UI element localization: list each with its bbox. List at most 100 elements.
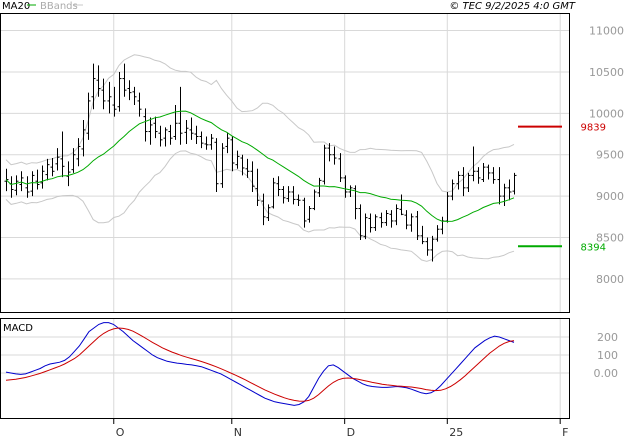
candle: [96, 65, 101, 97]
candle: [368, 213, 373, 233]
price-panel-frame: [0, 13, 570, 313]
candle: [281, 186, 286, 204]
candle: [261, 193, 266, 226]
candle: [19, 171, 24, 192]
candle: [158, 125, 163, 147]
candle: [35, 169, 40, 190]
candle: [312, 189, 317, 211]
macd-panel-label: MACD: [3, 323, 33, 334]
candle: [168, 124, 173, 145]
macd-axis-labels: 200 100 0.00: [594, 331, 619, 380]
candle: [255, 168, 260, 207]
candle: [322, 144, 327, 185]
ma20-line: [5, 110, 515, 222]
price-axis-labels: 8000 8500 9000 9500 10000 10500 11000: [589, 25, 624, 286]
candle: [348, 185, 353, 197]
bbands-legend-label: BBands: [40, 1, 78, 12]
price-gridlines: [1, 30, 569, 280]
candle: [153, 116, 158, 139]
candle: [204, 136, 209, 150]
candle: [91, 63, 96, 110]
candle: [384, 210, 389, 226]
price-tick-label: 11000: [589, 25, 624, 38]
candle: [409, 213, 414, 232]
macd-tick-label: 100: [597, 349, 618, 362]
candle: [379, 212, 384, 228]
candle: [415, 211, 420, 240]
price-levels: 9839 8394: [518, 123, 606, 253]
candle: [163, 127, 168, 147]
candle: [122, 63, 127, 97]
price-tick-label: 9500: [596, 149, 624, 162]
macd-vertical-gridlines: [113, 319, 561, 418]
candle: [132, 86, 137, 106]
candle: [456, 171, 461, 190]
candle: [107, 81, 112, 114]
candle: [40, 165, 45, 189]
bbands-lower-line: [5, 150, 515, 262]
candle: [81, 119, 86, 157]
candle: [476, 167, 481, 184]
candle: [194, 125, 199, 144]
copyright-text: © TEC 9/2/2025 4:0 GMT: [449, 1, 576, 12]
price-tick-label: 10000: [589, 107, 624, 120]
macd-gridlines: [1, 336, 569, 374]
macd-tick-label: 0.00: [594, 367, 619, 380]
price-tick-label: 8500: [596, 232, 624, 245]
candle: [86, 92, 91, 140]
candle: [55, 148, 60, 171]
macd-panel: 200 100 0.00 MACD: [0, 318, 619, 419]
candle: [327, 143, 332, 162]
candle: [389, 210, 394, 228]
candle: [399, 194, 404, 216]
time-axis: O N D 25 F: [113, 418, 569, 439]
candle: [450, 179, 455, 201]
candle: [271, 177, 276, 209]
macd-line: [5, 322, 515, 406]
vertical-gridlines: [113, 14, 561, 312]
candle: [461, 167, 466, 197]
price-tick-label: 8000: [596, 273, 624, 286]
candle: [491, 167, 496, 184]
candle: [332, 146, 337, 165]
price-tick-label: 10500: [589, 66, 624, 79]
candle: [50, 158, 55, 177]
candle: [363, 213, 368, 240]
time-tick-label: 25: [449, 426, 463, 439]
candle: [173, 105, 178, 140]
candle: [486, 164, 491, 180]
candle: [245, 158, 250, 178]
candle: [209, 134, 214, 150]
candle: [497, 167, 502, 205]
candle: [250, 161, 255, 192]
candle: [307, 206, 312, 223]
candle: [338, 153, 343, 183]
candle: [394, 204, 399, 226]
candle: [230, 136, 235, 172]
candle: [302, 197, 307, 228]
price-panel: 9839 8394 8000 8500 9000 9500 10000 10500 11000: [0, 13, 624, 313]
candle: [214, 138, 219, 192]
time-tick-label: F: [562, 426, 568, 439]
candle: [76, 138, 81, 167]
candle: [148, 117, 153, 145]
candle: [178, 86, 183, 145]
candle: [471, 146, 476, 182]
candle: [317, 177, 322, 197]
candle: [286, 186, 291, 202]
candle: [481, 163, 486, 183]
chart-header: MA20 BBands © TEC 9/2/2025 4:0 GMT: [2, 1, 576, 12]
candle: [127, 80, 132, 101]
candle: [430, 235, 435, 262]
macd-tick-label: 200: [597, 331, 618, 344]
candle: [507, 179, 512, 201]
support-label: 8394: [581, 242, 606, 253]
candle: [184, 119, 189, 144]
candle: [143, 108, 148, 142]
candle: [137, 92, 142, 117]
candle: [71, 148, 76, 173]
candle: [343, 175, 348, 198]
bbands-upper-line: [5, 54, 515, 193]
